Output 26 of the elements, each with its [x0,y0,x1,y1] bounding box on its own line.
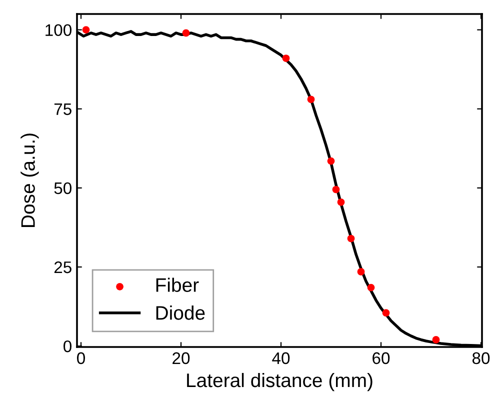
point [347,234,355,242]
x-axis-title: Lateral distance (mm) [187,372,372,392]
x-tick-label: 0 [77,352,85,364]
point [182,29,190,37]
point [307,96,315,104]
point [367,284,375,292]
x-tick-label: 60 [372,352,390,364]
y-axis-title: Dose (a.u.) [20,134,39,227]
point [337,198,345,206]
point [332,186,340,194]
point [327,157,335,165]
point [382,309,390,317]
point [432,336,440,344]
x-tick-label: 80 [472,352,490,364]
point [82,26,90,34]
point [282,54,290,62]
legend-label: Fiber [156,278,199,292]
y-tick-label: 100 [46,24,72,36]
x-tick-label: 40 [272,352,290,364]
point [357,268,365,276]
y-tick-label: 25 [54,261,72,274]
x-tick-label: 20 [172,352,190,364]
y-tick-label: 75 [54,103,72,116]
y-tick-label: 0 [64,340,72,352]
legend-label: Diode [156,306,205,320]
y-tick-label: 50 [54,182,72,194]
